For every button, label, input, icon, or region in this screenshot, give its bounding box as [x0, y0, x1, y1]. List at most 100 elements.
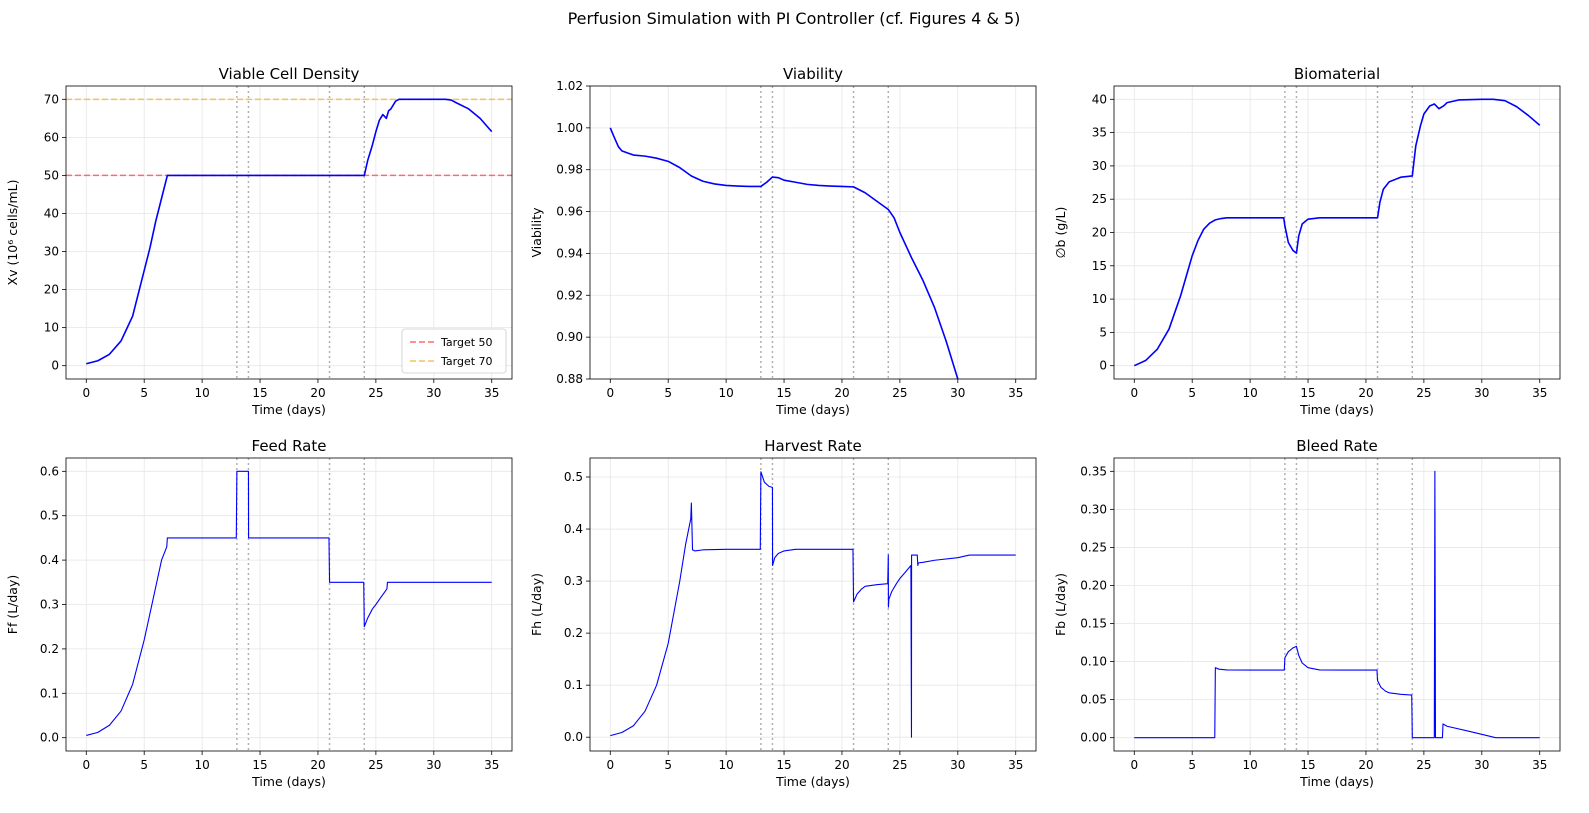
x-tick-label: 35: [1008, 386, 1023, 400]
y-tick-label: 0.1: [564, 678, 583, 692]
x-tick-label: 15: [776, 386, 791, 400]
y-tick-label: 0.3: [564, 574, 583, 588]
y-tick-label: 30: [44, 245, 59, 259]
x-tick-label: 0: [1130, 758, 1138, 772]
series-line: [610, 471, 1016, 738]
axes-frame: [1113, 457, 1561, 752]
y-tick-label: 0.6: [40, 464, 59, 478]
x-tick-label: 35: [484, 386, 499, 400]
x-tick-label: 0: [1130, 386, 1138, 400]
panel-title: Viability: [783, 65, 843, 83]
y-tick-label: 0.0: [564, 730, 583, 744]
x-tick-label: 0: [606, 758, 614, 772]
panel-title: Harvest Rate: [764, 437, 862, 455]
panel-title: Feed Rate: [252, 437, 327, 455]
y-axis-label: Xv (10⁶ cells/mL): [5, 180, 20, 286]
y-tick-label: 10: [44, 321, 59, 335]
x-axis-label: Time (days): [251, 402, 326, 417]
y-tick-label: 0.88: [556, 372, 583, 386]
x-tick-label: 35: [484, 758, 499, 772]
y-tick-label: 1.02: [556, 79, 583, 93]
y-tick-label: 0.25: [1080, 540, 1107, 554]
y-tick-label: 40: [44, 206, 59, 220]
y-tick-label: 20: [44, 283, 59, 297]
x-tick-label: 30: [950, 386, 965, 400]
y-tick-label: 0.1: [40, 686, 59, 700]
y-tick-label: 50: [44, 168, 59, 182]
x-tick-label: 30: [950, 758, 965, 772]
x-tick-label: 35: [1532, 386, 1547, 400]
axes-frame: [65, 85, 513, 380]
y-tick-label: 0.35: [1080, 464, 1107, 478]
x-tick-label: 30: [426, 386, 441, 400]
x-tick-label: 35: [1008, 758, 1023, 772]
x-tick-label: 20: [310, 386, 325, 400]
x-tick-label: 0: [82, 758, 90, 772]
series-line: [609, 127, 959, 379]
panel-title: Viable Cell Density: [219, 65, 360, 83]
x-tick-label: 5: [664, 386, 672, 400]
y-axis-label: Viability: [529, 207, 544, 258]
x-tick-label: 25: [1416, 758, 1431, 772]
x-tick-label: 15: [776, 758, 791, 772]
x-tick-label: 20: [1358, 758, 1373, 772]
x-tick-label: 20: [310, 758, 325, 772]
y-tick-label: 20: [1092, 226, 1107, 240]
panel-title: Bleed Rate: [1296, 437, 1378, 455]
x-tick-label: 35: [1532, 758, 1547, 772]
y-tick-label: 0.98: [556, 163, 583, 177]
x-axis-label: Time (days): [1299, 402, 1374, 417]
y-tick-label: 0: [51, 359, 59, 373]
y-tick-label: 1.00: [556, 121, 583, 135]
x-axis-label: Time (days): [251, 774, 326, 789]
y-tick-label: 0.5: [564, 470, 583, 484]
legend-label: Target 70: [440, 355, 493, 368]
y-tick-label: 25: [1092, 192, 1107, 206]
y-tick-label: 0.30: [1080, 502, 1107, 516]
legend-label: Target 50: [440, 336, 493, 349]
x-tick-label: 25: [1416, 386, 1431, 400]
y-tick-label: 0.94: [556, 246, 583, 260]
y-tick-label: 30: [1092, 159, 1107, 173]
x-tick-label: 20: [834, 758, 849, 772]
y-tick-label: 0.0: [40, 731, 59, 745]
panel-4: 0 5 10 15 20 25 30 35 0.0 0.1 0.2 0.3 0.4 0.5 0.6 Feed …: [5, 437, 513, 789]
panel-1: 0 5 10 15 20 25 30 35 0 10 20 30 40 50 60 70 Viable Cell…: [5, 65, 513, 417]
y-tick-label: 0.2: [40, 642, 59, 656]
y-tick-label: 0.96: [556, 205, 583, 219]
x-tick-label: 5: [140, 758, 148, 772]
series-line: [1134, 470, 1540, 739]
y-tick-label: 5: [1099, 325, 1107, 339]
x-tick-label: 15: [1300, 758, 1315, 772]
x-tick-label: 0: [82, 386, 90, 400]
figure-title: Perfusion Simulation with PI Controller …: [568, 9, 1021, 28]
panel-6: 0 5 10 15 20 25 30 35 0.00 0.05 0.10 0.15 0.20 0.25 0.…: [1053, 437, 1561, 789]
x-tick-label: 10: [718, 758, 733, 772]
y-tick-label: 0.4: [40, 553, 59, 567]
y-tick-label: 0.05: [1080, 693, 1107, 707]
y-axis-label: Ff (L/day): [5, 575, 20, 635]
x-tick-label: 5: [1188, 758, 1196, 772]
x-tick-label: 5: [1188, 386, 1196, 400]
x-tick-label: 25: [892, 386, 907, 400]
x-tick-label: 15: [252, 386, 267, 400]
x-tick-label: 10: [194, 758, 209, 772]
y-tick-label: 10: [1092, 292, 1107, 306]
legend: Target 50 Target 70: [401, 328, 507, 374]
y-tick-label: 0: [1099, 359, 1107, 373]
y-tick-label: 0.92: [556, 288, 583, 302]
x-tick-label: 10: [1242, 758, 1257, 772]
x-tick-label: 20: [834, 386, 849, 400]
y-axis-label: Fb (L/day): [1053, 573, 1068, 636]
x-tick-label: 25: [892, 758, 907, 772]
y-tick-label: 0.15: [1080, 617, 1107, 631]
y-tick-label: 0.4: [564, 522, 583, 536]
y-tick-label: 0.20: [1080, 578, 1107, 592]
y-tick-label: 0.5: [40, 509, 59, 523]
series-line: [1133, 98, 1541, 367]
y-tick-label: 0.00: [1080, 731, 1107, 745]
panel-2: 0 5 10 15 20 25 30 35 0.88 0.90 0.92 0.94 0.96 0.98 1.…: [529, 65, 1037, 417]
y-tick-label: 35: [1092, 126, 1107, 140]
